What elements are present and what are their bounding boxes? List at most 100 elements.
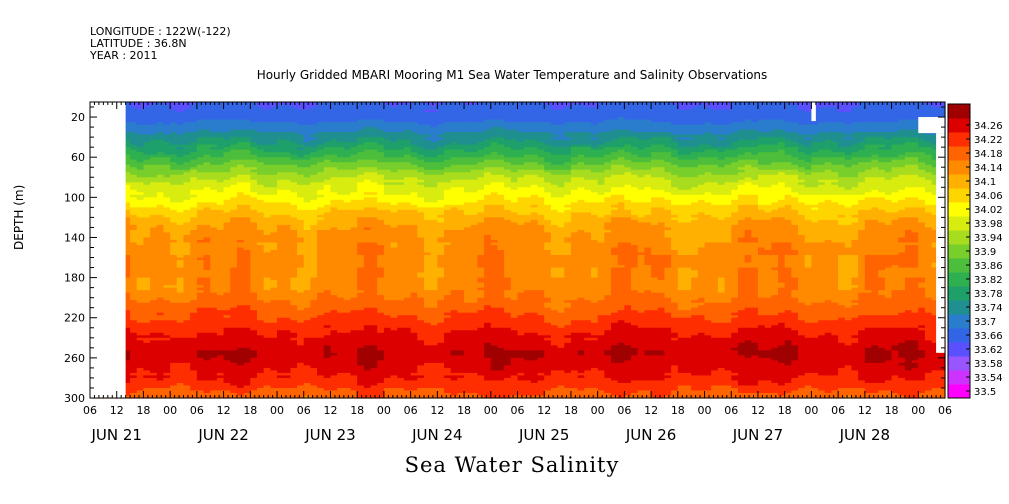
field-cell: [163, 320, 171, 324]
field-cell: [123, 370, 131, 374]
field-cell: [350, 292, 358, 296]
field-cell: [290, 232, 298, 236]
field-cell: [310, 390, 318, 394]
field-cell: [337, 232, 345, 236]
field-cell: [290, 262, 298, 266]
field-cell: [256, 295, 265, 299]
field-cell: [297, 317, 305, 321]
field-cell: [123, 189, 131, 193]
field-cell: [176, 280, 185, 284]
field-cell: [330, 260, 338, 264]
field-cell: [297, 382, 305, 387]
field-cell: [210, 310, 218, 314]
field-cell: [330, 129, 338, 133]
field-cell: [203, 224, 211, 229]
field-cell: [156, 315, 165, 319]
field-cell: [176, 350, 185, 354]
field-cell: [290, 377, 298, 382]
field-cell: [136, 167, 145, 171]
field-cell: [323, 149, 332, 153]
field-cell: [297, 157, 305, 161]
field-cell: [290, 114, 298, 118]
field-cell: [270, 102, 278, 106]
field-cell: [123, 290, 131, 294]
field-cell: [343, 302, 352, 306]
field-cell: [230, 277, 238, 281]
field-cell: [230, 207, 238, 211]
field-cell: [203, 300, 211, 304]
field-cell: [350, 234, 358, 239]
field-cell: [337, 214, 345, 218]
field-cell: [130, 262, 138, 266]
field-cell: [283, 380, 291, 384]
field-cell: [250, 302, 258, 306]
field-cell: [176, 277, 185, 281]
field-cell: [337, 385, 345, 389]
field-cell: [170, 199, 178, 203]
field-cell: [203, 262, 211, 266]
field-cell: [323, 312, 332, 316]
field-cell: [363, 137, 372, 141]
field-cell: [176, 337, 185, 341]
field-cell: [343, 202, 352, 206]
field-cell: [183, 189, 191, 193]
field-cell: [190, 340, 198, 344]
field-cell: [130, 207, 138, 211]
field-cell: [136, 194, 145, 198]
field-cell: [156, 232, 165, 236]
field-cell: [223, 295, 231, 299]
field-cell: [223, 144, 231, 148]
field-cell: [190, 114, 198, 118]
field-cell: [156, 224, 165, 229]
field-cell: [370, 177, 378, 181]
field-cell: [270, 315, 278, 319]
field-cell: [283, 162, 291, 166]
field-cell: [337, 102, 345, 106]
field-cell: [163, 257, 171, 261]
field-cell: [343, 357, 352, 361]
field-cell: [130, 122, 138, 126]
field-cell: [363, 262, 372, 266]
field-cell: [357, 307, 365, 311]
field-cell: [250, 127, 258, 131]
field-cell: [303, 184, 312, 188]
field-cell: [350, 149, 358, 153]
field-cell: [263, 317, 271, 321]
field-cell: [150, 322, 158, 326]
field-cell: [343, 237, 352, 241]
field-cell: [370, 109, 378, 113]
field-cell: [256, 290, 265, 294]
field-cell: [150, 375, 158, 379]
field-cell: [303, 270, 312, 274]
field-cell: [343, 194, 352, 198]
field-cell: [123, 217, 131, 221]
field-cell: [350, 207, 358, 211]
field-cell: [163, 252, 171, 256]
field-cell: [216, 202, 225, 206]
field-cell: [250, 192, 258, 196]
field-cell: [196, 375, 205, 379]
field-cell: [290, 247, 298, 251]
field-cell: [357, 222, 365, 226]
field-cell: [350, 212, 358, 216]
field-cell: [337, 157, 345, 161]
field-cell: [263, 127, 271, 131]
field-cell: [156, 305, 165, 309]
field-cell: [263, 302, 271, 306]
field-cell: [317, 367, 325, 372]
field-cell: [230, 305, 238, 309]
field-cell: [337, 192, 345, 196]
field-cell: [350, 122, 358, 126]
field-cell: [216, 127, 225, 131]
field-cell: [270, 207, 278, 211]
field-cell: [123, 192, 131, 196]
field-cell: [350, 227, 358, 231]
field-cell: [283, 159, 291, 163]
field-cell: [150, 302, 158, 306]
field-cell: [350, 217, 358, 221]
field-cell: [170, 300, 178, 304]
field-cell: [303, 282, 312, 286]
field-cell: [236, 177, 245, 181]
field-cell: [310, 332, 318, 336]
field-cell: [216, 357, 225, 361]
